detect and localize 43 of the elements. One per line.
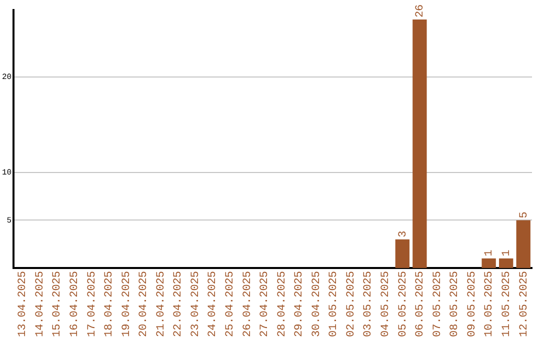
x-tick-label: 01.05.2025 [328, 270, 340, 338]
x-tick-label: 21.04.2025 [155, 270, 168, 338]
y-tick-label: 20 [2, 73, 12, 82]
x-tick-label: 12.05.2025 [518, 270, 530, 338]
x-tick-label: 24.04.2025 [207, 270, 220, 338]
data-label: 3 [397, 230, 410, 238]
data-label: 1 [484, 249, 496, 256]
x-tick-label: 04.05.2025 [380, 270, 392, 338]
data-label: 5 [518, 212, 530, 218]
x-tick-label: 06.05.2025 [414, 270, 427, 338]
x-tick-label: 14.04.2025 [34, 270, 46, 338]
y-tick-label: 10 [2, 168, 12, 178]
x-tick-label: 22.04.2025 [172, 270, 185, 338]
x-tick-label: 08.05.2025 [449, 270, 462, 338]
x-tick-label: 02.05.2025 [345, 270, 358, 338]
y-tick-label: 5 [6, 216, 12, 226]
data-label: 26 [414, 4, 427, 18]
bar [516, 220, 530, 268]
x-tick-label: 20.04.2025 [138, 270, 150, 338]
x-tick-label: 10.05.2025 [484, 270, 496, 338]
x-tick-label: 29.04.2025 [294, 270, 306, 338]
x-tick-label: 27.04.2025 [259, 270, 272, 338]
x-tick-label: 23.04.2025 [190, 270, 202, 338]
x-tick-label: 11.05.2025 [500, 270, 513, 338]
x-tick-label: 07.05.2025 [432, 270, 444, 338]
bar [498, 258, 514, 268]
x-tick-label: 25.04.2025 [224, 270, 237, 338]
data-label: 1 [500, 249, 513, 256]
x-tick-label: 13.04.2025 [17, 270, 30, 338]
x-tick-label: 18.04.2025 [104, 270, 116, 338]
x-tick-label: 09.05.2025 [466, 270, 478, 338]
x-tick-label: 26.04.2025 [242, 270, 254, 338]
x-tick-label: 28.04.2025 [276, 270, 288, 338]
x-tick-label: 03.05.2025 [362, 270, 375, 338]
x-tick-label: 19.04.2025 [120, 270, 133, 338]
x-tick-label: 17.04.2025 [86, 270, 98, 338]
x-tick-label: 05.05.2025 [397, 270, 410, 338]
bar [395, 239, 410, 268]
x-tick-label: 15.04.2025 [52, 270, 64, 338]
x-tick-label: 16.04.2025 [68, 270, 81, 338]
bar [482, 258, 496, 268]
bar [412, 20, 427, 268]
x-tick-label: 30.04.2025 [310, 270, 323, 338]
